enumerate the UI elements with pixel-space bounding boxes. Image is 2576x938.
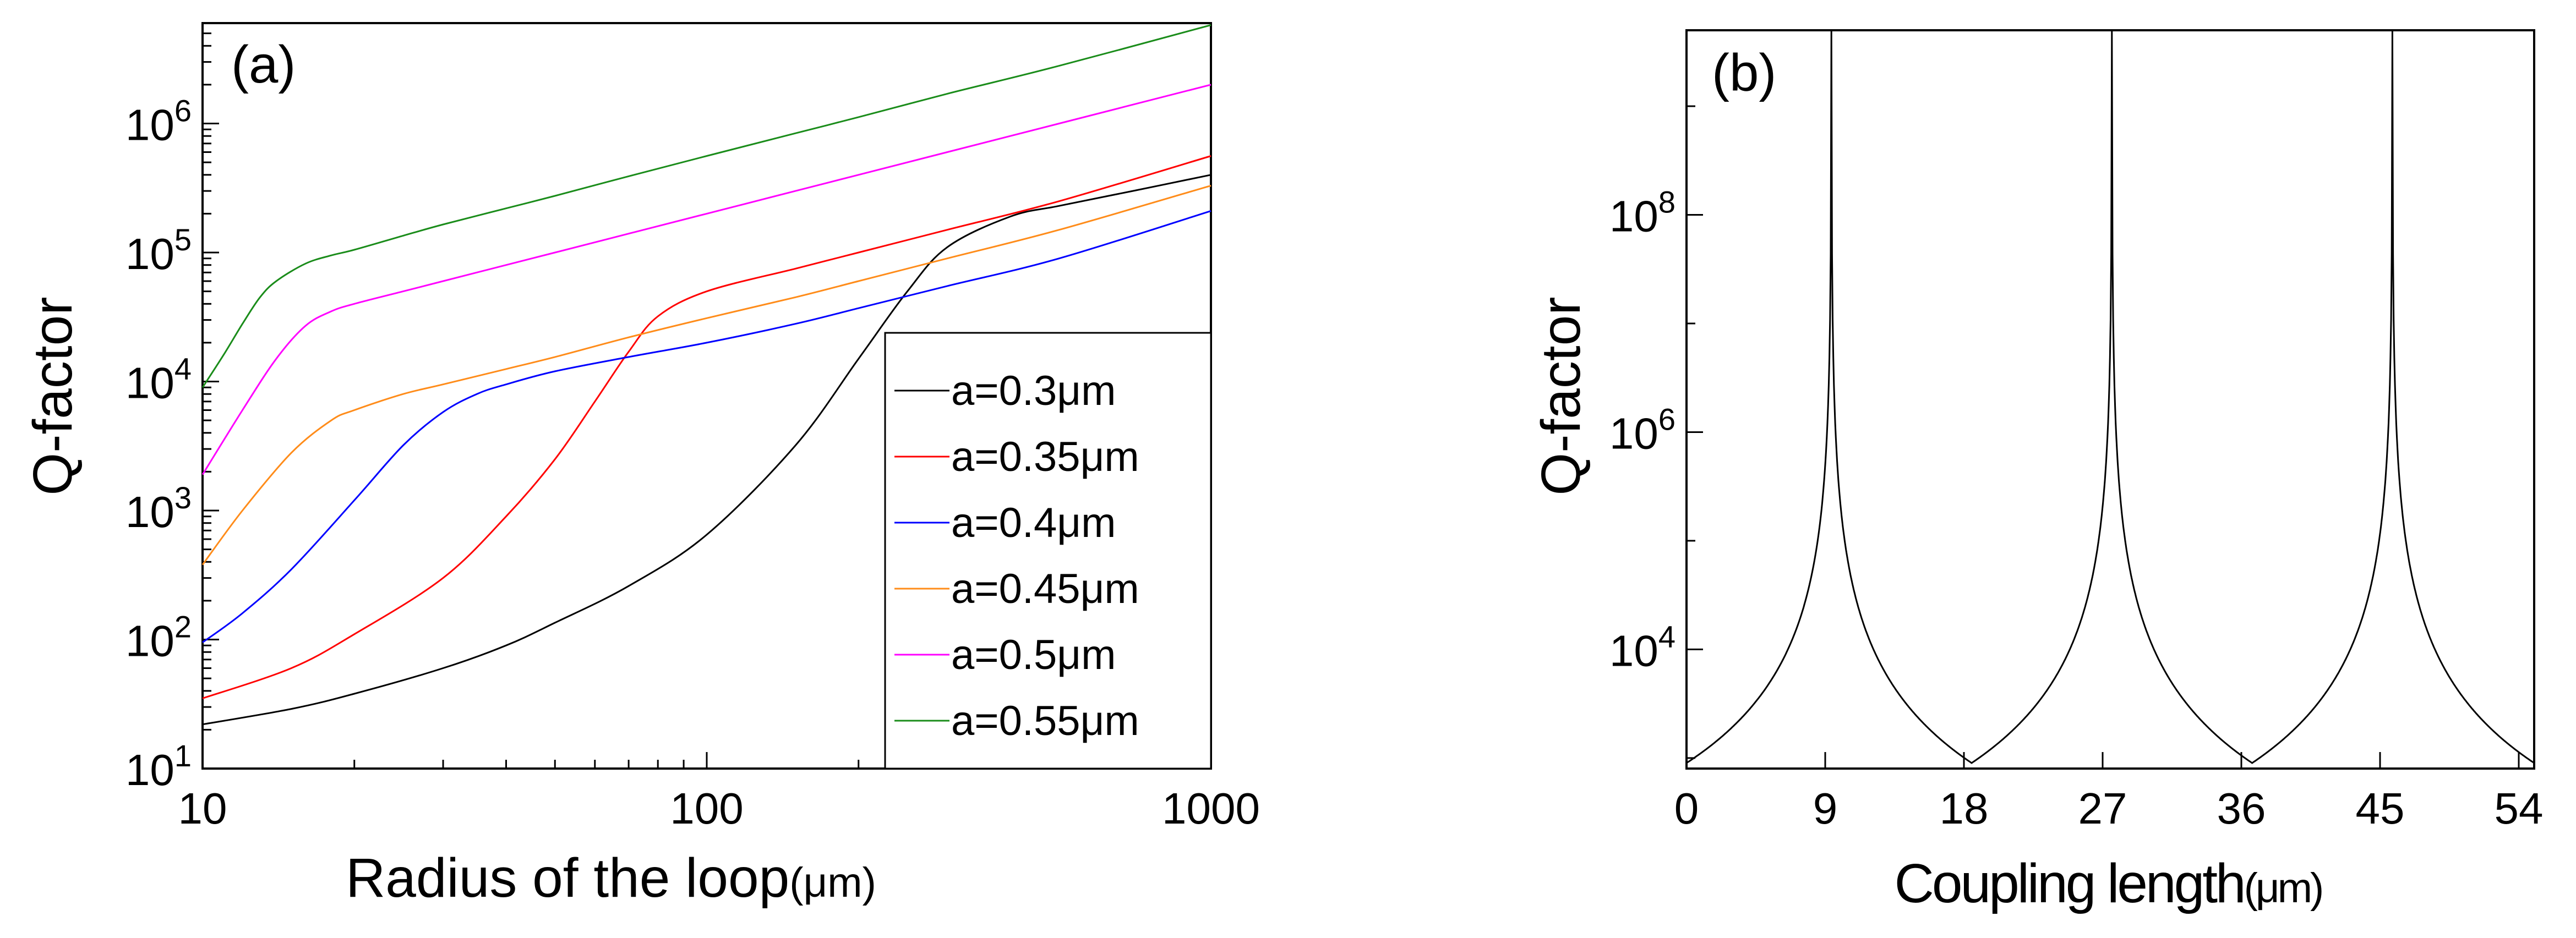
legend-label-2: a=0.4μm (951, 500, 1116, 546)
panel-b-series (1686, 30, 2535, 764)
panel-a-x-tick-label-base: 10 (178, 784, 227, 833)
panel-b-x-tick-label: 0 (1674, 784, 1699, 833)
panel-b-xlabel-main: Coupling length (1895, 853, 2244, 914)
panel-a-y-tick-label: 104 (125, 351, 192, 407)
panel-a-x-tick-label: 10 (178, 784, 227, 833)
panel-b-y-tick-label: 106 (1609, 402, 1676, 458)
panel-a-y-tick-label-base: 10 (125, 616, 174, 665)
legend-label-1: a=0.35μm (951, 434, 1139, 480)
panel-a-series (201, 24, 1211, 726)
panel-a-y-tick-label: 102 (125, 609, 192, 665)
series-line-0 (202, 174, 1211, 726)
panel-b-y-tick-label-base: 10 (1609, 409, 1658, 458)
panel-b-x-tick-label: 45 (2356, 784, 2405, 833)
panel-b-y-tick-label-exp: 6 (1658, 402, 1676, 436)
panel-b-y-tick-label: 108 (1609, 185, 1676, 241)
panel-a-xlabel-main: Radius of the loop (346, 847, 789, 909)
panel-a-y-tick-label-exp: 5 (174, 222, 192, 257)
panel-b-x-tick-label: 54 (2495, 784, 2544, 833)
series-line-5 (201, 24, 1211, 388)
panel-b-plot-frame (1685, 29, 2535, 770)
panel-b-xlabel: Coupling length(μm) (1895, 853, 2322, 914)
panel-b-x-tick-label: 36 (2217, 784, 2266, 833)
panel-b-x-tick-label: 27 (2078, 784, 2127, 833)
panel-a-y-tick-label: 103 (125, 480, 192, 536)
legend-label-5: a=0.55μm (951, 698, 1139, 744)
panel-b-x-tick-label-base: 27 (2078, 784, 2127, 833)
panel-a-ylabel: Q-factor (22, 297, 84, 495)
panel-a-y-tick-label: 101 (125, 738, 192, 794)
panel-b-x-tick-label-base: 45 (2356, 784, 2405, 833)
panel-b-x-tick-label: 9 (1813, 784, 1838, 833)
panel-b-xlabel-unit: (μm) (2244, 865, 2322, 912)
panel-a-y-tick-label-base: 10 (125, 358, 174, 407)
panel-a-x-tick-label-base: 1000 (1162, 784, 1260, 833)
panel-a-y-tick-label-base: 10 (125, 745, 174, 794)
panel-b-y-tick-label-base: 10 (1609, 626, 1658, 675)
panel-b-x-tick-label-base: 54 (2495, 784, 2544, 833)
panel-a-y-tick-label-exp: 2 (174, 609, 192, 644)
panel-a-y-tick-label-base: 10 (125, 100, 174, 149)
legend-label-4: a=0.5μm (951, 632, 1116, 678)
panel-a-label: (a) (231, 35, 296, 94)
panel-b-ylabel: Q-factor (1530, 297, 1592, 495)
panel-a-y-tick-label: 106 (125, 93, 192, 149)
panel-a-y-tick-label-base: 10 (125, 229, 174, 278)
panel-a-y-tick-label-exp: 1 (174, 738, 192, 773)
legend: a=0.3μm a=0.35μm a=0.4μm a=0.45μm a=0.5μm a=0… (884, 332, 1212, 770)
legend-label-3: a=0.45μm (951, 566, 1139, 612)
panel-b-x-tick-label-base: 9 (1813, 784, 1838, 833)
panel-b-x-tick-label: 18 (1940, 784, 1989, 833)
series-line-4 (201, 84, 1211, 475)
legend-box (884, 332, 1212, 770)
panel-b-label: (b) (1712, 43, 1776, 102)
panel-a-xlabel: Radius of the loop(μm) (346, 847, 876, 909)
legend-label-0: a=0.3μm (951, 367, 1116, 414)
panel-a-y-tick-label-exp: 3 (174, 480, 192, 515)
panel-b-x-tick-label-base: 18 (1940, 784, 1989, 833)
panel-b-y-tick-label-exp: 4 (1658, 619, 1676, 654)
panel-b-y-tick-label-exp: 8 (1658, 185, 1676, 220)
panel-a-x-tick-label-base: 100 (670, 784, 743, 833)
series-line-1 (202, 155, 1211, 699)
panel-a-ylabel-group: Q-factor (22, 297, 84, 495)
series-line-2 (202, 210, 1211, 643)
panel-b-q-curve (1686, 30, 2535, 764)
series-line-3 (201, 184, 1211, 566)
panel-a-xlabel-unit: (μm) (789, 859, 876, 906)
panel-a-x-tick-label: 1000 (1162, 784, 1260, 833)
panel-a-y-tick-label-exp: 4 (174, 351, 192, 386)
panel-b-y-tick-label: 104 (1609, 619, 1676, 675)
panel-b-y-tick-label-base: 10 (1609, 192, 1658, 241)
panel-b-x-tick-label-base: 0 (1674, 784, 1699, 833)
panel-a-y-tick-label: 105 (125, 222, 192, 278)
panel-a-y-tick-label-exp: 6 (174, 93, 192, 128)
panel-a-x-tick-label: 100 (670, 784, 743, 833)
panel-a-y-tick-label-base: 10 (125, 487, 174, 536)
panel-b-ylabel-group: Q-factor (1530, 297, 1592, 495)
panel-b-x-tick-label-base: 36 (2217, 784, 2266, 833)
